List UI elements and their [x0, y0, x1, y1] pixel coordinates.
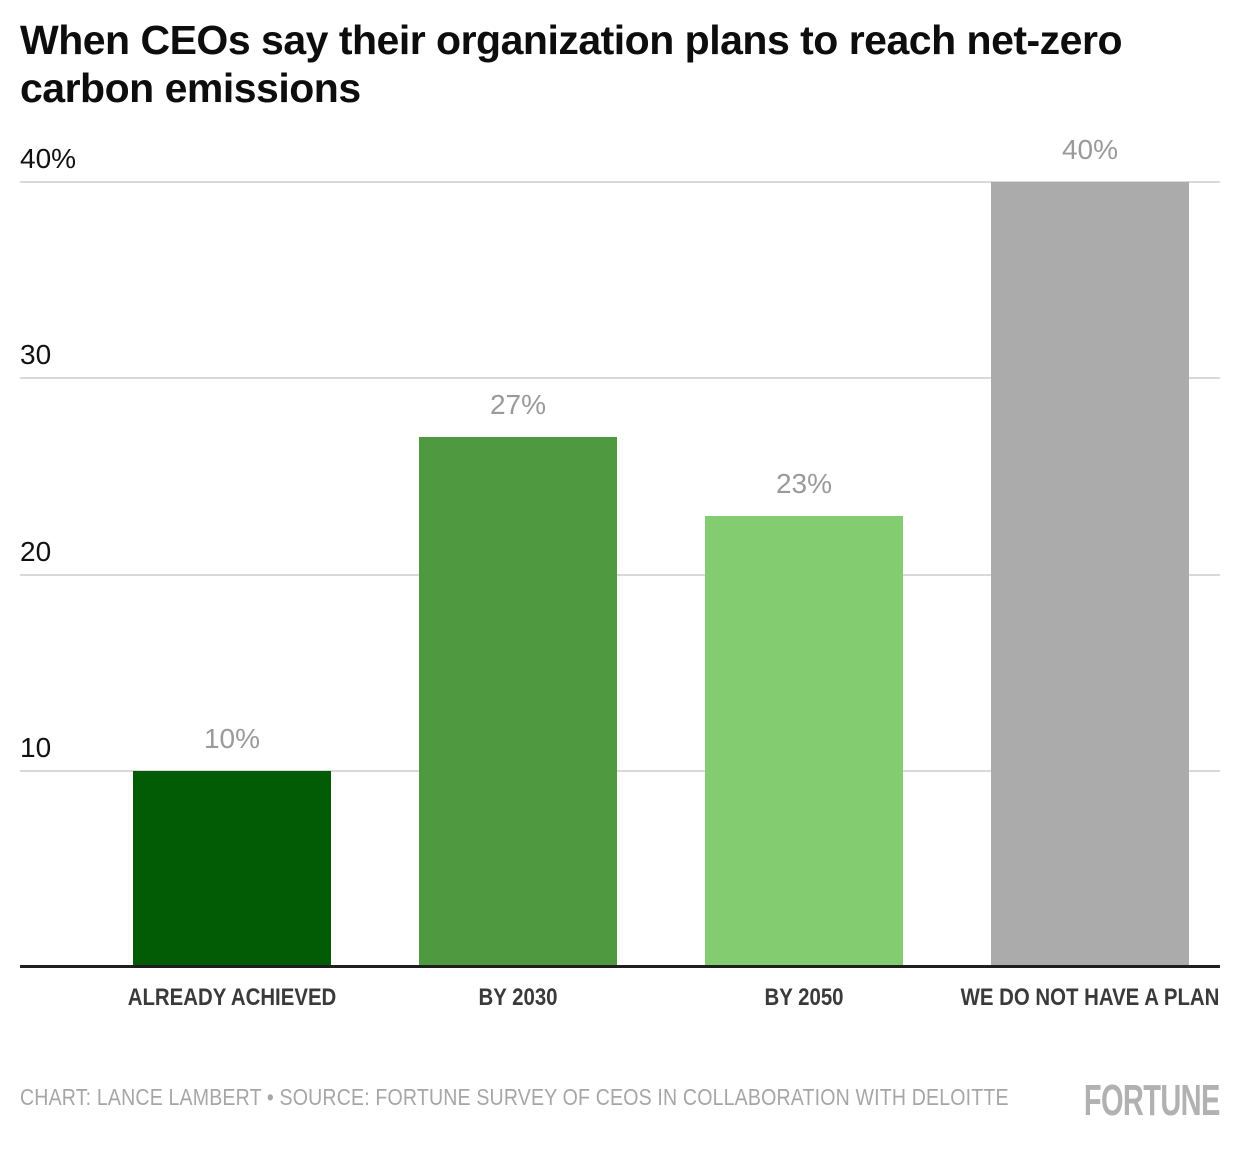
gridline-10	[20, 769, 1220, 772]
y-tick-label-20: 20	[20, 535, 52, 567]
chart-title: When CEOs say their organization plans t…	[20, 17, 1122, 112]
bar-by-2050	[705, 515, 903, 967]
fortune-logo: FORTUNE	[1084, 1076, 1220, 1125]
y-tick-label-40: 40%	[20, 143, 77, 174]
category-label: WE DO NOT HAVE A PLAN	[960, 984, 1220, 1011]
bar-by-2030	[419, 437, 617, 967]
category-label: BY 2030	[478, 984, 558, 1011]
category-label: BY 2050	[764, 984, 844, 1011]
category-label: ALREADY ACHIEVED	[127, 984, 337, 1011]
bar-value-label: 40%	[1061, 134, 1119, 165]
bar-already-achieved	[133, 770, 331, 967]
bar-value-label: 27%	[489, 389, 547, 421]
bar-value-label: 23%	[775, 467, 833, 499]
gridline-40	[20, 181, 1220, 183]
bar-value-label: 10%	[203, 722, 261, 754]
x-axis-line	[20, 965, 1220, 968]
footer-credit: CHART: LANCE LAMBERT • SOURCE: FORTUNE S…	[20, 1084, 1009, 1110]
gridline-30	[20, 377, 1220, 380]
y-tick-label-30: 30	[20, 339, 52, 371]
gridline-20	[20, 573, 1220, 576]
y-tick-label-10: 10	[20, 731, 52, 763]
bar-we-do-not-have-a-plan	[991, 182, 1189, 967]
